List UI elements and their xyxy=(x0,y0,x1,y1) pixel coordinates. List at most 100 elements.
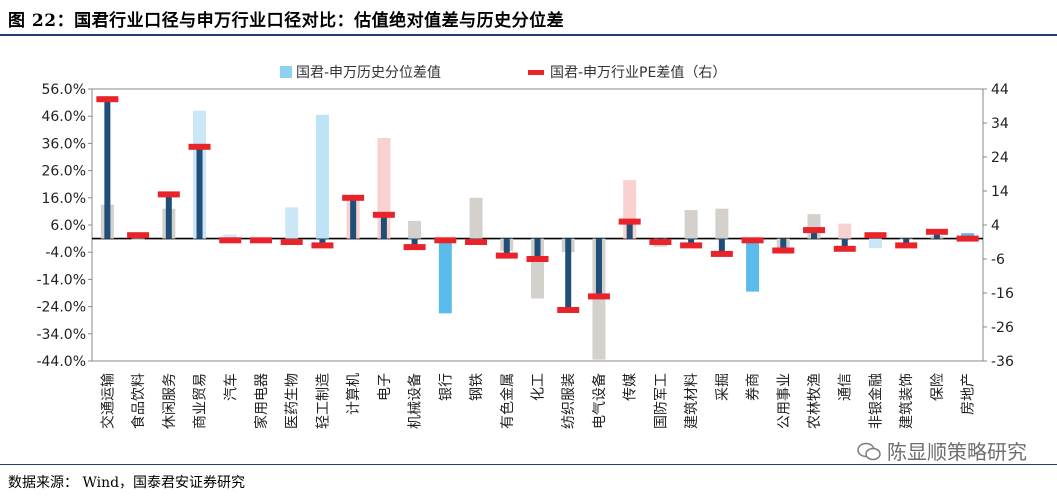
pe-marker xyxy=(557,307,580,313)
right-tick-label: 4 xyxy=(991,218,1000,234)
left-tick-label: -14.0% xyxy=(36,272,86,288)
category-label: 通信 xyxy=(838,373,854,401)
legend-swatch-percentile xyxy=(280,66,292,78)
category-label: 保险 xyxy=(930,373,946,401)
pe-bar xyxy=(811,230,818,239)
watermark-text: 陈显顺策略研究 xyxy=(887,440,1027,464)
left-tick-label: 36.0% xyxy=(42,136,86,152)
right-tick-label: 34 xyxy=(991,116,1009,132)
category-label: 有色金属 xyxy=(499,373,516,429)
percentile-bar xyxy=(715,208,729,239)
pe-marker xyxy=(803,227,826,234)
category-label: 房地产 xyxy=(961,373,977,415)
pe-bar xyxy=(380,214,387,239)
right-tick-label: -26 xyxy=(991,320,1014,336)
footer-divider xyxy=(0,464,1057,465)
pe-marker xyxy=(895,242,918,249)
right-tick-label: 14 xyxy=(991,184,1009,200)
category-label: 钢铁 xyxy=(469,373,485,401)
pe-marker xyxy=(772,247,795,254)
pe-marker xyxy=(956,235,979,242)
category-label: 非银金融 xyxy=(868,373,884,429)
pe-marker xyxy=(526,256,549,262)
percentile-bar xyxy=(684,210,698,239)
right-tick-label: -6 xyxy=(991,252,1005,268)
category-labels: 交通运输 食品饮料 休闲服务 商业贸易 汽车 家用电器 医药生物 轻工制造 计算机 电子 机械设备银… xyxy=(99,373,976,429)
category-label: 化工 xyxy=(531,373,547,401)
category-label: 休闲服务 xyxy=(162,373,178,429)
pe-bar xyxy=(503,238,510,256)
pe-marker xyxy=(710,250,733,257)
percentile-bar xyxy=(531,238,544,299)
legend-label-pe: 国君-申万行业PE差值（右） xyxy=(550,65,726,81)
pe-marker xyxy=(188,143,211,150)
pe-marker xyxy=(495,252,518,259)
right-tick-label: 24 xyxy=(991,150,1009,166)
figure-title: 图 22：国君行业口径与申万行业口径对比：估值绝对值差与历史分位差 xyxy=(8,11,565,31)
percentile-bar xyxy=(131,238,145,240)
category-label: 银行 xyxy=(438,373,454,401)
pe-marker xyxy=(280,239,303,245)
left-tick-label: 6.0% xyxy=(50,218,86,234)
pe-marker xyxy=(618,218,641,225)
wechat-icon xyxy=(857,442,881,461)
chart-axes: 56.0% 46.0% 36.0% 26.0% 16.0% 6.0% -4.0% -14.0%… xyxy=(36,82,1013,370)
pe-bar xyxy=(780,238,787,251)
pe-marker xyxy=(157,191,180,198)
category-label: 食品饮料 xyxy=(130,373,147,429)
pe-marker xyxy=(219,237,242,244)
left-tick-label: 46.0% xyxy=(42,109,86,125)
pe-bar xyxy=(841,238,848,249)
left-tick-label: -34.0% xyxy=(36,327,86,343)
category-label: 传媒 xyxy=(623,373,639,401)
pe-difference-series xyxy=(96,96,979,313)
category-label: 电子 xyxy=(377,373,393,401)
category-label: 农林牧渔 xyxy=(807,373,823,429)
percentile-bar xyxy=(223,234,237,239)
left-tick-label: -44.0% xyxy=(36,354,86,370)
pe-bar xyxy=(565,238,572,310)
category-label: 国防军工 xyxy=(653,373,669,429)
category-label: 券商 xyxy=(746,373,762,401)
title-divider xyxy=(0,34,1057,36)
pe-marker xyxy=(649,239,672,245)
pe-bar xyxy=(350,197,357,239)
pe-bar xyxy=(104,99,111,239)
data-source: 数据来源： Wind，国泰君安证券研究 xyxy=(8,475,246,491)
category-label: 商业贸易 xyxy=(193,373,209,429)
right-tick-label: -36 xyxy=(991,354,1014,370)
percentile-bar xyxy=(285,207,299,239)
pe-bar xyxy=(626,221,633,239)
percentile-bar xyxy=(868,238,882,249)
category-label: 建筑材料 xyxy=(684,373,700,429)
percentile-bar xyxy=(315,114,329,239)
pe-marker xyxy=(680,242,703,249)
pe-marker xyxy=(96,96,119,103)
pe-marker xyxy=(741,237,764,244)
pe-marker xyxy=(403,244,426,251)
category-label: 计算机 xyxy=(346,373,362,415)
category-label: 轻工制造 xyxy=(315,373,331,429)
category-label: 汽车 xyxy=(222,373,239,401)
right-tick-label: 44 xyxy=(991,82,1009,98)
category-label: 建筑装饰 xyxy=(899,373,915,429)
pe-bar xyxy=(411,238,418,248)
combo-chart: 国君-申万历史分位差值 国君-申万行业PE差值（右） 56.0%46.0%36.… xyxy=(36,65,1013,429)
percentile-bar xyxy=(408,220,422,239)
percentile-bar xyxy=(746,238,760,292)
left-tick-label: -4.0% xyxy=(45,245,86,261)
percentile-bar xyxy=(438,238,452,314)
percentile-bars xyxy=(100,110,975,360)
pe-marker xyxy=(372,211,395,218)
pe-marker xyxy=(465,239,488,245)
category-label: 电气设备 xyxy=(591,373,608,429)
pe-marker xyxy=(864,232,887,239)
pe-bar xyxy=(196,146,203,239)
category-label: 公用事业 xyxy=(776,373,792,429)
category-label: 采掘 xyxy=(715,373,731,401)
left-tick-label: 16.0% xyxy=(42,191,86,207)
left-tick-label: 56.0% xyxy=(42,82,86,98)
legend-swatch-pe xyxy=(528,70,544,75)
category-label: 机械设备 xyxy=(407,373,424,429)
pe-marker xyxy=(434,237,457,244)
